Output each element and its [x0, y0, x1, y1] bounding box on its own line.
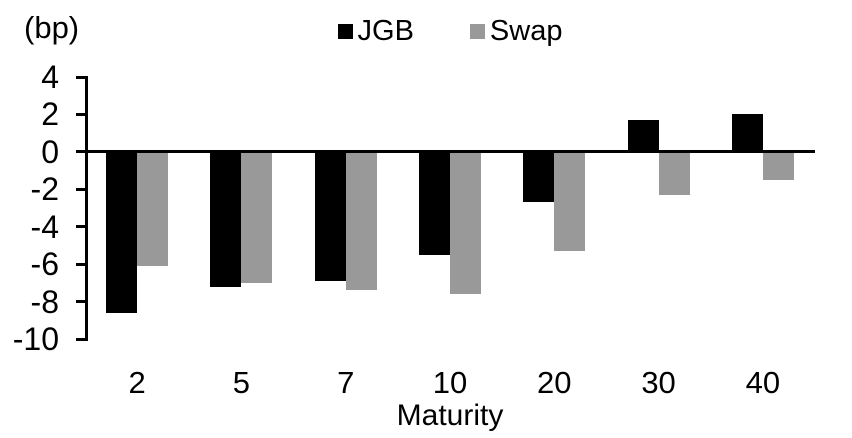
bar-jgb-10 [419, 151, 450, 255]
x-axis-category-label: 10 [432, 365, 468, 400]
y-axis-tick-label: 4 [41, 59, 59, 95]
y-axis-tick-label: -6 [30, 246, 59, 283]
legend-label-swap: Swap [489, 15, 563, 47]
y-axis-tick-label: -2 [30, 171, 59, 208]
y-axis-unit-label: (bp) [24, 10, 80, 45]
x-axis-category-label: 5 [232, 365, 251, 400]
legend-swatch-swap [469, 23, 485, 39]
x-axis-category-label: 20 [537, 365, 572, 400]
legend-item-swap: Swap [469, 14, 563, 48]
zero-baseline [85, 150, 815, 154]
bar-jgb-20 [523, 151, 555, 203]
plot-area: Maturity 4 2 0 -2 -4 -6 -8 -10 2 5 7 10 20 30 40 [13, 59, 815, 432]
bar-jgb-5 [210, 151, 242, 287]
y-axis-tick [76, 150, 88, 154]
y-axis-tick [76, 300, 88, 304]
bar-swap-2 [137, 151, 169, 266]
bar-swap-10 [450, 151, 481, 295]
bar-swap-20 [554, 151, 586, 252]
bar-swap-30 [658, 151, 690, 195]
bar-jgb-30 [627, 120, 659, 152]
y-axis-tick [76, 75, 88, 79]
bar-swap-5 [241, 151, 273, 283]
bar-jgb-7 [314, 151, 346, 281]
bar-swap-40 [762, 151, 794, 180]
x-axis-category-label: 7 [337, 365, 355, 400]
bar-jgb-2 [106, 151, 138, 313]
legend-swatch-jgb [337, 23, 353, 39]
x-axis-category-label: 2 [128, 365, 146, 400]
chart-legend: JGB Swap [85, 14, 815, 48]
x-axis-title: Maturity [396, 399, 504, 432]
legend-item-jgb: JGB [337, 14, 414, 48]
x-axis-category-label: 40 [745, 365, 781, 400]
y-axis-tick-label: -10 [12, 321, 59, 357]
x-axis-category-label: 30 [641, 365, 676, 400]
legend-label-jgb: JGB [357, 15, 414, 47]
y-axis-tick [76, 112, 88, 116]
y-axis-tick [76, 337, 88, 341]
y-axis-tick [76, 225, 88, 229]
bar-jgb-40 [731, 114, 763, 152]
y-axis-tick-label: 0 [41, 133, 59, 170]
y-axis-tick [76, 187, 88, 191]
bar-swap-7 [345, 151, 377, 291]
y-axis-line [85, 76, 88, 341]
y-axis-tick-label: 2 [41, 96, 59, 133]
y-axis-tick-label: -8 [30, 283, 59, 320]
y-axis-tick [76, 262, 88, 266]
y-axis-tick-label: -4 [30, 208, 59, 245]
